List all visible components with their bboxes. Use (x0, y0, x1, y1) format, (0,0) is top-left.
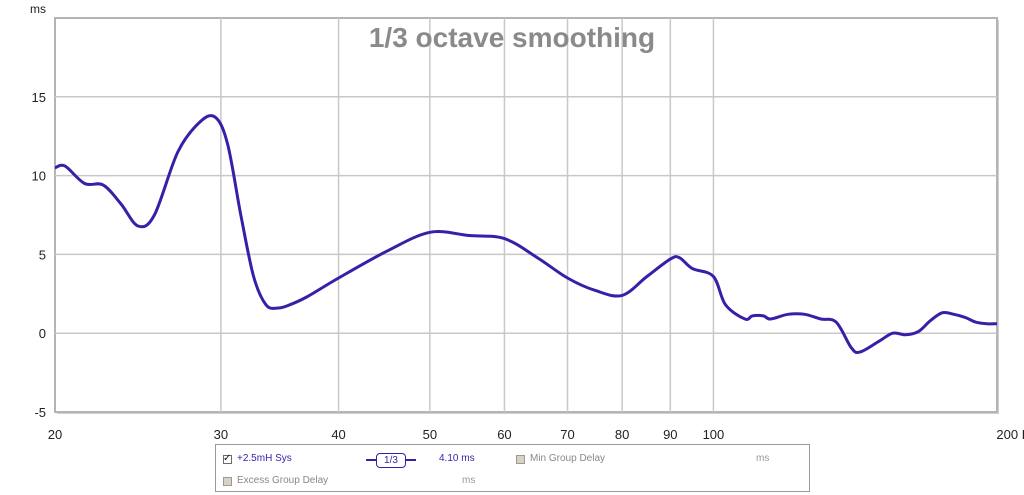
x-tick-label: 100 (703, 427, 725, 440)
y-tick-label: 15 (32, 90, 46, 105)
excess-group-delay-unit: ms (462, 475, 476, 486)
series-checkbox[interactable] (223, 452, 232, 466)
group-delay-chart: 20 30 40 50 60 70 80 90 100 200 Hz -5 0 5 10 15 1/3 oc… (30, 2, 1024, 440)
x-tick-label: 30 (214, 427, 228, 440)
x-tick-label: 200 Hz (996, 427, 1024, 440)
x-tick-label: 90 (663, 427, 677, 440)
x-tick-label: 70 (560, 427, 574, 440)
y-axis-unit-label: ms (30, 2, 46, 16)
x-tick-label: 60 (497, 427, 511, 440)
y-tick-label: 0 (39, 326, 46, 341)
excess-group-delay-toggle[interactable]: Excess Group Delay (223, 474, 328, 488)
x-tick-label: 80 (615, 427, 629, 440)
smoothing-line-right (406, 459, 416, 461)
y-tick-label: -5 (34, 405, 46, 420)
chart-title: 1/3 octave smoothing (369, 22, 655, 53)
x-tick-label: 50 (423, 427, 437, 440)
min-group-delay-toggle[interactable]: Min Group Delay (516, 452, 605, 466)
legend-panel: +2.5mH Sys 1/3 4.10 ms Min Group Delay m… (215, 444, 810, 492)
y-tick-label: 5 (39, 247, 46, 262)
min-group-delay-unit: ms (756, 453, 770, 464)
y-tick-label: 10 (32, 169, 46, 184)
smoothing-selector[interactable]: 1/3 (376, 453, 406, 468)
series-line (54, 114, 998, 355)
legend-series-toggle[interactable]: +2.5mH Sys (223, 452, 292, 466)
x-tick-label: 20 (48, 427, 62, 440)
smoothing-line-left (366, 459, 376, 461)
min-group-delay-label: Min Group Delay (530, 453, 606, 464)
x-tick-label: 40 (331, 427, 345, 440)
excess-group-delay-label: Excess Group Delay (237, 475, 329, 486)
series-label: +2.5mH Sys (237, 453, 292, 464)
plot-area (54, 17, 998, 413)
excess-group-delay-checkbox[interactable] (223, 476, 232, 486)
delay-readout: 4.10 ms (439, 453, 475, 464)
min-group-delay-checkbox[interactable] (516, 454, 525, 464)
